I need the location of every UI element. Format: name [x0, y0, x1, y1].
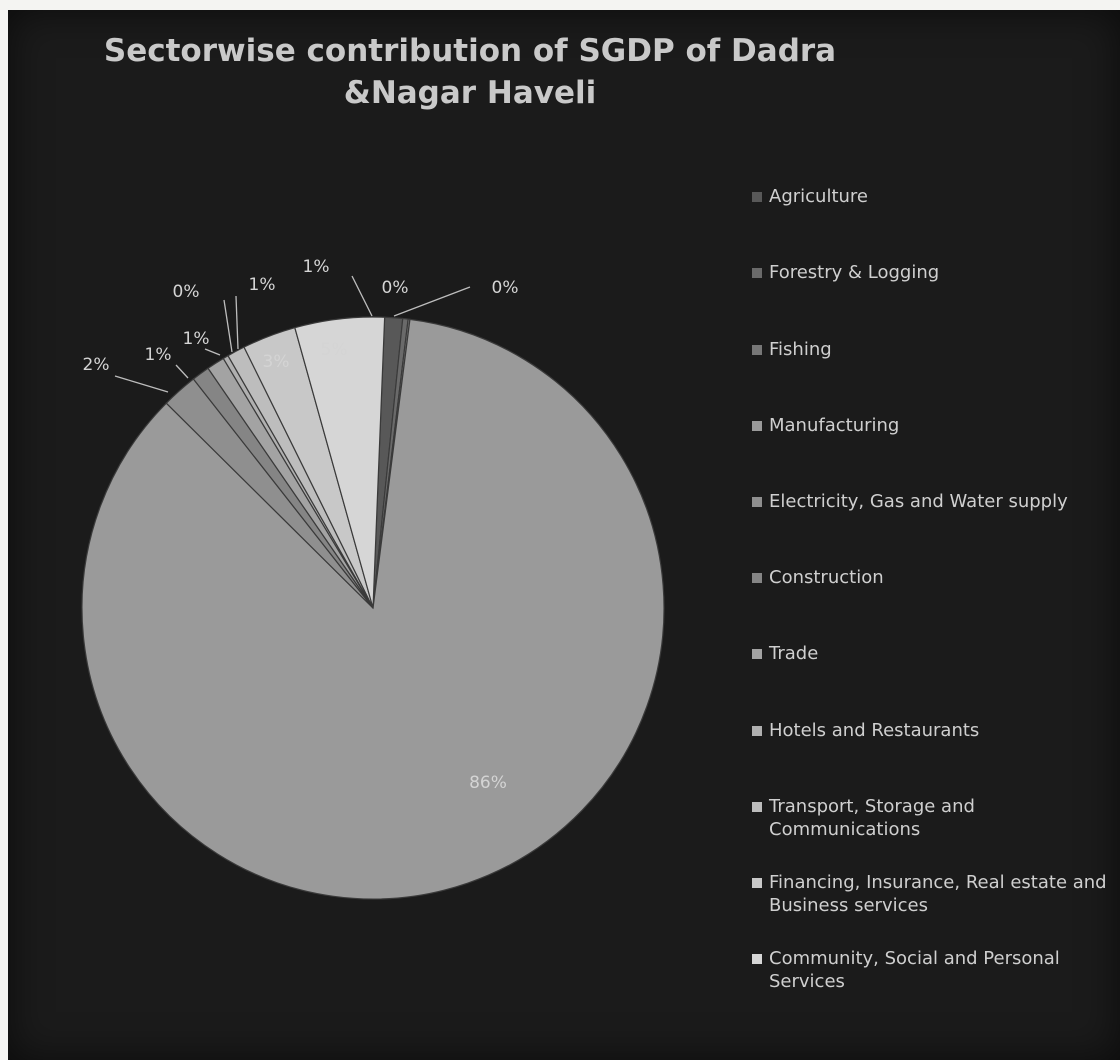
legend-item: Community, Social and Personal Services [748, 947, 1108, 993]
data-label: 1% [249, 275, 276, 295]
data-label: 0% [382, 278, 409, 298]
legend-label: Financing, Insurance, Real estate and Bu… [769, 872, 1107, 916]
leader-line [175, 364, 189, 379]
leader-line [223, 299, 233, 353]
legend-item: Trade [748, 642, 1108, 665]
legend-swatch [752, 421, 762, 431]
data-label: 1% [183, 329, 210, 349]
legend-swatch [752, 345, 762, 355]
legend-item: Manufacturing [748, 414, 1108, 437]
chart-title: Sectorwise contribution of SGDP of Dadra… [90, 30, 850, 114]
leader-line [351, 275, 373, 317]
legend-label: Fishing [769, 339, 832, 360]
chart-title-line-1: Sectorwise contribution of SGDP of Dadra [103, 33, 837, 69]
data-label: 0% [173, 282, 200, 302]
leader-line [393, 286, 471, 317]
legend-label: Hotels and Restaurants [769, 720, 980, 741]
data-label: 86% [469, 773, 507, 793]
legend-label: Transport, Storage and Communications [769, 796, 975, 840]
data-label: 2% [83, 355, 110, 375]
legend-label: Agriculture [769, 186, 868, 207]
legend-item: Electricity, Gas and Water supply [748, 490, 1108, 513]
legend-label: Trade [769, 643, 819, 664]
legend-swatch [752, 649, 762, 659]
legend-swatch [752, 954, 762, 964]
legend-item: Hotels and Restaurants [748, 719, 1108, 742]
legend-label: Manufacturing [769, 415, 900, 436]
leader-line [204, 348, 221, 356]
legend-swatch [752, 726, 762, 736]
data-label: 0% [492, 278, 519, 298]
legend-swatch [752, 497, 762, 507]
data-label: 5% [321, 340, 348, 360]
data-label: 1% [303, 257, 330, 277]
legend-item: Construction [748, 566, 1108, 589]
legend-item: Transport, Storage and Communications [748, 795, 1108, 841]
legend-item: Financing, Insurance, Real estate and Bu… [748, 871, 1108, 917]
data-label: 1% [145, 345, 172, 365]
legend-swatch [752, 573, 762, 583]
legend-label: Construction [769, 567, 884, 588]
legend-item: Agriculture [748, 185, 1108, 208]
legend-swatch [752, 192, 762, 202]
legend-label: Forestry & Logging [769, 262, 940, 283]
pie-slice-community-social-and-personal-services [294, 316, 386, 609]
legend-swatch [752, 878, 762, 888]
legend-label: Community, Social and Personal Services [769, 948, 1060, 992]
leader-line [235, 295, 239, 350]
leader-line [114, 375, 169, 393]
legend-item: Fishing [748, 338, 1108, 361]
legend-swatch [752, 268, 762, 278]
chart-title-line-2: &Nagar Haveli [343, 75, 597, 111]
legend-swatch [752, 802, 762, 812]
legend-item: Forestry & Logging [748, 261, 1108, 284]
data-label: 3% [263, 352, 290, 372]
legend-label: Electricity, Gas and Water supply [769, 491, 1068, 512]
